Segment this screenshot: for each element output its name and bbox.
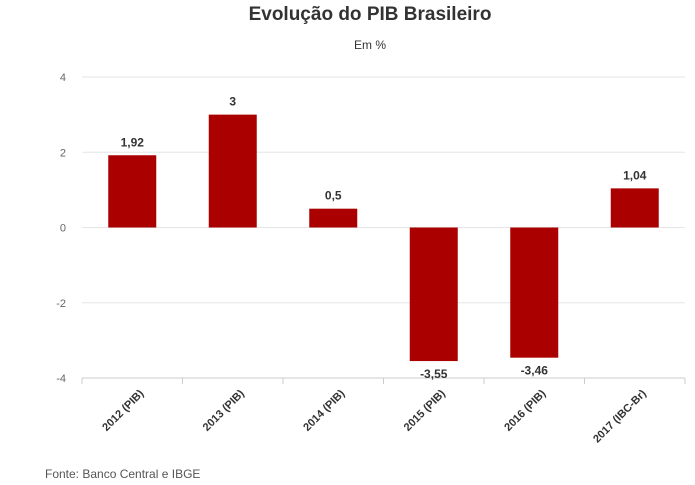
data-label: -3,55: [420, 367, 448, 381]
chart-subtitle: Em %: [353, 38, 386, 52]
x-tick-label: 2015 (PIB): [402, 387, 448, 433]
data-label: -3,46: [521, 364, 549, 378]
x-tick-label: 2016 (PIB): [502, 387, 548, 433]
data-label: 3: [229, 95, 236, 109]
bar: [309, 208, 358, 228]
bar: [510, 227, 559, 358]
bar: [108, 155, 157, 228]
bar: [610, 188, 659, 228]
x-tick-label: 2014 (PIB): [301, 387, 347, 433]
bar: [409, 227, 458, 362]
x-tick-label: 2013 (PIB): [201, 387, 247, 433]
x-tick-label: 2017 (IBC-Br): [591, 387, 649, 445]
y-tick-label: 2: [60, 147, 66, 159]
y-tick-label: -2: [56, 298, 66, 310]
chart-title: Evolução do PIB Brasileiro: [248, 4, 492, 25]
y-tick-label: -4: [56, 373, 66, 385]
y-tick-label: 0: [60, 223, 66, 235]
data-label: 1,04: [623, 168, 647, 182]
x-tick-label: 2012 (PIB): [100, 387, 146, 433]
source-note: Fonte: Banco Central e IBGE: [45, 467, 201, 481]
data-label: 1,92: [121, 135, 145, 149]
bar: [208, 114, 257, 228]
data-label: 0,5: [325, 189, 342, 203]
y-tick-label: 4: [60, 72, 66, 84]
